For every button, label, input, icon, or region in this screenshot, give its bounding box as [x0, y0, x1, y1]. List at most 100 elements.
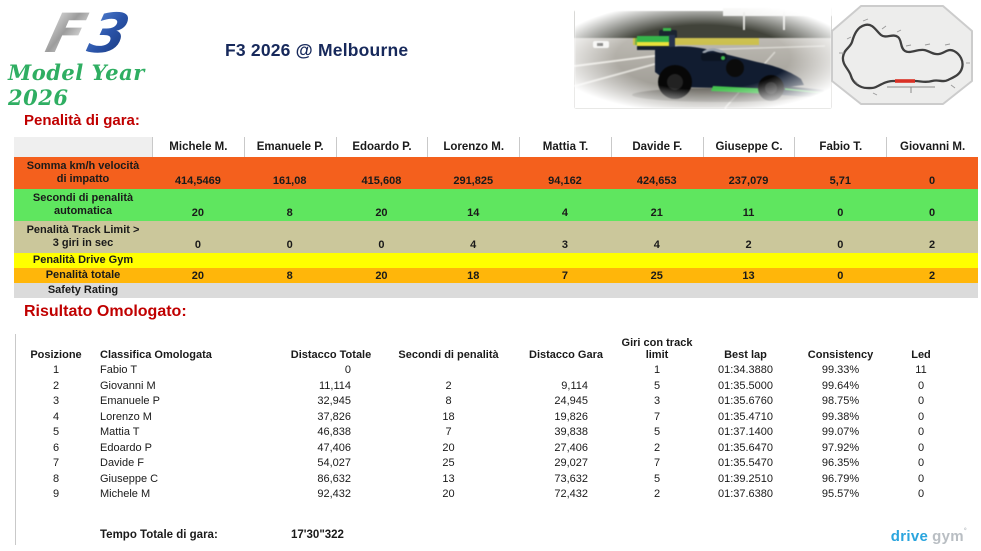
results-row: 3 Emanuele P 32,945 8 24,945 3 01:35.6760 98.75…	[16, 395, 966, 411]
results-cell: 0	[917, 488, 925, 500]
page-title: F3 2026 @ Melbourne	[225, 40, 409, 60]
penalty-value: 414,5469	[174, 175, 221, 187]
driver-header: Michele M.	[152, 137, 244, 157]
results-cell: 37,826	[317, 410, 351, 423]
results-cell: 98.75%	[821, 395, 860, 407]
results-column-header: Giri con track limit	[621, 336, 693, 362]
results-cell: 2	[445, 379, 452, 392]
penalty-row-label: Penalità Drive Gym	[32, 254, 134, 267]
results-heading: Risultato Omologato:	[24, 303, 187, 320]
results-cell: 13	[442, 472, 455, 485]
results-cell: 96.35%	[821, 457, 860, 469]
penalty-value: 14	[467, 207, 480, 219]
results-column-header: Consistency	[807, 349, 874, 362]
results-cell: 9	[52, 488, 60, 500]
penalty-value: 20	[191, 269, 204, 282]
results-cell: 20	[442, 441, 455, 454]
results-cell: 7	[52, 457, 60, 469]
penalty-row-label: Penalità Track Limit > 3 giri in sec	[26, 224, 140, 249]
drive-gym-logo: drive gym°	[891, 528, 967, 545]
penalty-value: 21	[650, 207, 663, 219]
penalty-corner-cell	[14, 137, 152, 157]
results-cell: 18	[442, 410, 455, 423]
results-column-header: Posizione	[30, 349, 82, 362]
results-cell	[381, 364, 516, 380]
results-cell: 4	[52, 410, 60, 423]
driver-header: Mattia T.	[519, 137, 611, 157]
results-cell: 5	[653, 472, 661, 485]
results-cell: 27,406	[554, 441, 588, 454]
results-cell: 7	[653, 457, 661, 469]
results-cell: 72,432	[554, 488, 588, 500]
penalty-value: 8	[286, 269, 293, 282]
results-column-header: Led	[911, 349, 931, 362]
penalty-value: 2	[929, 239, 936, 251]
results-row: 4 Lorenzo M 37,826 18 19,826 7 01:35.4710 99.38…	[16, 411, 966, 427]
results-cell: Mattia T	[100, 426, 140, 438]
driver-header: Lorenzo M.	[427, 137, 519, 157]
results-cell: 8	[52, 472, 60, 485]
results-row: 2 Giovanni M 11,114 2 9,114 5 01:35.5000 99.64%…	[16, 380, 966, 396]
penalty-value: 94,162	[548, 175, 582, 187]
results-cell: 0	[917, 426, 925, 438]
brand-secondary: gym	[932, 528, 964, 545]
results-cell: 54,027	[317, 457, 351, 469]
results-cell: 6	[52, 441, 60, 454]
model-year-label: Model Year 2026	[8, 60, 145, 110]
results-cell: 5	[653, 426, 661, 438]
results-cell: Giuseppe C	[100, 472, 159, 485]
penalty-row-label: Secondi di penalità automatica	[32, 192, 134, 217]
results-cell: 86,632	[317, 472, 351, 485]
penalty-row: Somma km/h velocità di impatto 414,5469 16…	[14, 157, 978, 189]
brand-mark: °	[963, 528, 967, 535]
penalty-value: 0	[837, 269, 844, 282]
results-cell: 0	[917, 410, 925, 423]
results-cell	[516, 364, 616, 380]
results-cell: Lorenzo M	[100, 410, 152, 423]
results-cell: 5	[52, 426, 60, 438]
results-cell: 24,945	[554, 395, 588, 407]
results-row: 6 Edoardo P 47,406 20 27,406 2 01:35.6470 97.92…	[16, 442, 966, 458]
results-cell: 9,114	[561, 379, 588, 392]
results-cell: 5	[653, 379, 661, 392]
penalty-row: Penalità totale 20 8 20 18 7 25 13 0 2	[14, 268, 978, 283]
penalty-value: 11	[742, 207, 755, 219]
results-cell: 0	[917, 472, 925, 485]
penalty-value: 0	[194, 239, 201, 251]
results-cell: 01:37.6380	[717, 488, 774, 500]
total-time-row: Tempo Totale di gara: 17'30"322	[16, 529, 966, 545]
results-cell: 11,114	[318, 379, 351, 392]
penalty-value: 8	[286, 207, 293, 219]
results-cell: 01:35.6760	[717, 395, 774, 407]
results-cell: Davide F	[100, 457, 145, 469]
results-cell: 99.33%	[821, 364, 860, 376]
penalty-header-row: Michele M. Emanuele P. Edoardo P. Lorenzo M…	[14, 137, 978, 157]
results-cell: 73,632	[554, 472, 588, 485]
distant-car	[593, 41, 609, 48]
penalty-value: 20	[375, 207, 388, 219]
results-cell: 01:35.6470	[717, 441, 774, 454]
results-cell: 19,826	[554, 410, 588, 423]
penalty-value: 7	[561, 269, 569, 282]
results-cell: Giovanni M	[100, 379, 156, 392]
results-row: 9 Michele M 92,432 20 72,432 2 01:37.6380 95.57…	[16, 488, 966, 504]
results-cell: 32,945	[317, 395, 351, 407]
driver-header: Giuseppe C.	[702, 137, 795, 157]
penalty-table: Michele M. Emanuele P. Edoardo P. Lorenzo M…	[14, 137, 978, 298]
results-cell: 96.79%	[821, 472, 860, 485]
penalty-row-label: Somma km/h velocità di impatto	[26, 160, 140, 185]
penalty-value: 20	[191, 207, 204, 219]
results-column-header: Distacco Gara	[529, 349, 603, 362]
results-cell: 46,838	[317, 426, 351, 438]
penalty-value: 161,08	[272, 175, 307, 187]
results-cell: 29,027	[554, 457, 588, 469]
penalty-value: 2	[745, 239, 752, 251]
results-cell: 8	[445, 395, 452, 407]
results-cell: 01:35.5000	[717, 379, 774, 392]
f3-logo-icon: F 3	[22, 2, 182, 65]
results-cell: Emanuele P	[100, 395, 160, 407]
penalty-value: 424,653	[636, 175, 677, 187]
results-cell: 3	[52, 395, 60, 407]
results-cell: 01:37.1400	[717, 426, 774, 438]
